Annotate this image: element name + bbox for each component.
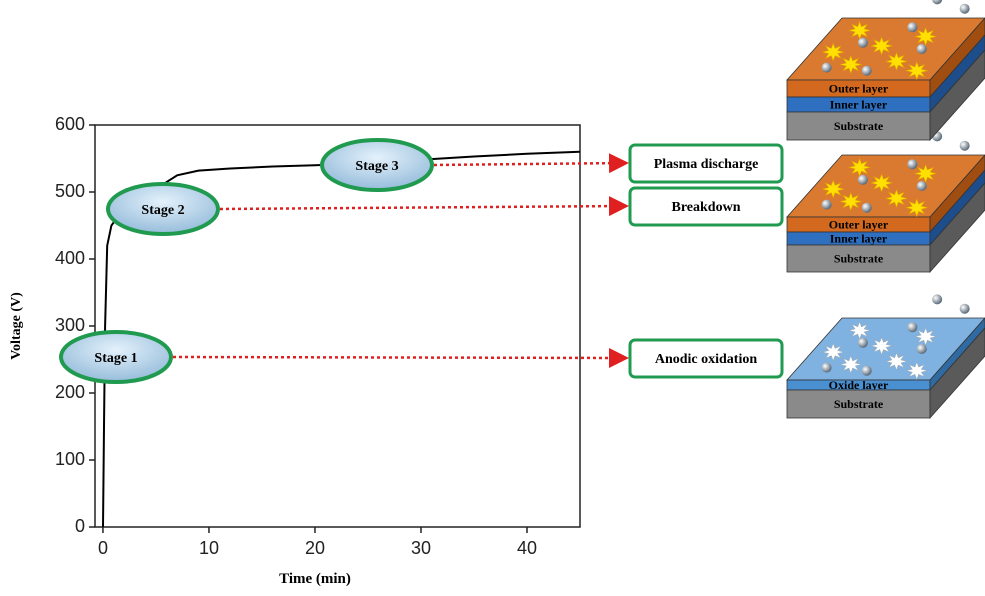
ion — [917, 44, 927, 54]
ion — [907, 22, 917, 32]
layer-label: Inner layer — [830, 232, 888, 246]
spark — [886, 53, 908, 71]
connector — [173, 357, 624, 358]
process-label: Plasma discharge — [654, 157, 759, 172]
ion — [862, 203, 872, 213]
ion — [960, 4, 970, 14]
spark — [906, 362, 928, 380]
spark — [849, 322, 871, 340]
y-tick-label: 100 — [55, 449, 85, 469]
layer-label: Substrate — [834, 119, 884, 133]
spark — [840, 56, 862, 74]
layer-label: Substrate — [834, 252, 884, 266]
spark — [906, 199, 928, 217]
y-tick-label: 200 — [55, 382, 85, 402]
process-label: Breakdown — [672, 200, 741, 215]
layer-label: Inner layer — [830, 98, 888, 112]
stage-label: Stage 3 — [355, 159, 398, 174]
layer-label: Outer layer — [829, 218, 889, 232]
x-tick-label: 0 — [98, 538, 108, 558]
spark — [886, 353, 908, 371]
ion — [822, 363, 832, 373]
y-tick-label: 500 — [55, 181, 85, 201]
layer-label: Substrate — [834, 397, 884, 411]
spark — [840, 356, 862, 374]
spark — [849, 159, 871, 177]
process-label: Anodic oxidation — [655, 352, 758, 367]
ion — [862, 66, 872, 76]
spark — [915, 28, 937, 46]
spark — [886, 190, 908, 208]
ion — [858, 338, 868, 348]
ion — [858, 175, 868, 185]
x-tick-label: 20 — [305, 538, 325, 558]
ion — [907, 159, 917, 169]
x-tick-label: 30 — [411, 538, 431, 558]
figure: Time (min) Voltage (V) 01002003004005006… — [0, 0, 985, 596]
connector — [220, 206, 624, 209]
y-tick-label: 300 — [55, 315, 85, 335]
ion — [960, 141, 970, 151]
y-tick-label: 0 — [75, 516, 85, 536]
ion — [917, 344, 927, 354]
spark — [822, 343, 844, 361]
y-tick-label: 400 — [55, 248, 85, 268]
ion — [932, 0, 942, 4]
ion — [932, 294, 942, 304]
spark — [915, 328, 937, 346]
ion — [960, 304, 970, 314]
x-axis-title: Time (min) — [279, 571, 351, 587]
layer-label: Outer layer — [829, 82, 889, 96]
x-tick-label: 10 — [199, 538, 219, 558]
ion — [917, 181, 927, 191]
ion — [858, 38, 868, 48]
spark — [906, 62, 928, 80]
x-tick-label: 40 — [517, 538, 537, 558]
stage-label: Stage 1 — [94, 351, 137, 366]
spark — [840, 193, 862, 211]
spark — [822, 43, 844, 61]
stage-label: Stage 2 — [141, 203, 184, 218]
ion — [907, 322, 917, 332]
y-tick-label: 600 — [55, 114, 85, 134]
ion — [862, 366, 872, 376]
spark — [871, 174, 893, 192]
ion — [822, 63, 832, 73]
spark — [871, 337, 893, 355]
spark — [915, 165, 937, 183]
spark — [871, 37, 893, 55]
spark — [822, 180, 844, 198]
ion — [822, 200, 832, 210]
y-axis-title: Voltage (V) — [9, 292, 24, 360]
connector — [434, 163, 624, 165]
spark — [849, 22, 871, 40]
